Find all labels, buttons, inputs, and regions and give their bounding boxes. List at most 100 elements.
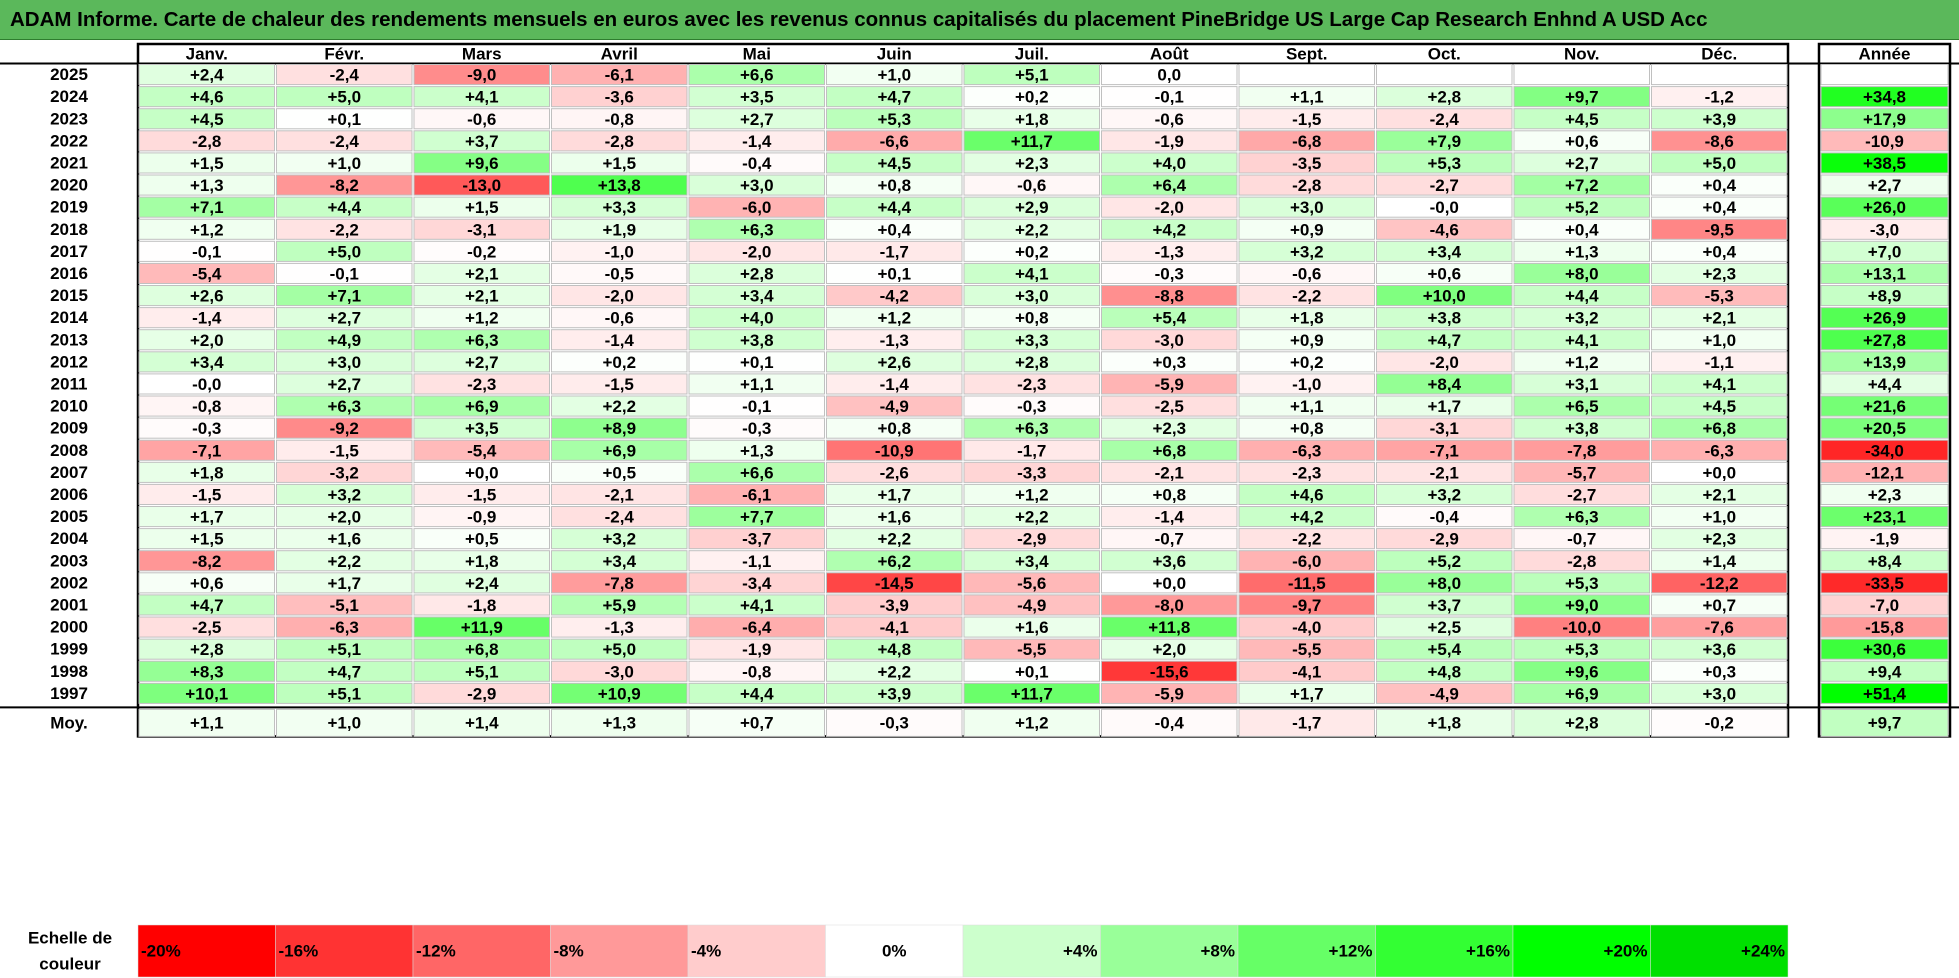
cell-value: -0,3 bbox=[1155, 264, 1184, 283]
scale-stop-label: -16% bbox=[279, 942, 319, 961]
cell-value: -6,3 bbox=[330, 618, 359, 637]
heatmap-cell bbox=[688, 240, 825, 262]
annual-value: +23,1 bbox=[1863, 508, 1906, 527]
heatmap-cell bbox=[1513, 329, 1650, 351]
cell-value: +0,0 bbox=[1152, 574, 1186, 593]
heatmap-cell bbox=[688, 483, 825, 505]
year-label: 2010 bbox=[50, 397, 88, 416]
cell-value: -6,6 bbox=[880, 132, 909, 151]
heatmap-cell bbox=[276, 196, 413, 218]
heatmap-cell bbox=[963, 285, 1100, 307]
heatmap-cell bbox=[551, 373, 688, 395]
scale-swatch bbox=[1650, 924, 1789, 978]
cell-value: +0,0 bbox=[465, 463, 499, 482]
heatmap-cell bbox=[688, 329, 825, 351]
cell-value: +2,7 bbox=[1565, 154, 1599, 173]
scale-label-line: couleur bbox=[39, 955, 101, 974]
annual-value: -33,5 bbox=[1865, 574, 1904, 593]
heatmap-cell bbox=[1101, 351, 1238, 373]
scale-swatch bbox=[687, 924, 826, 978]
cell-value: +3,6 bbox=[1702, 640, 1736, 659]
heatmap-cell bbox=[138, 152, 275, 174]
cell-value: -14,5 bbox=[875, 574, 914, 593]
heatmap-cell bbox=[413, 638, 550, 660]
heatmap-cell bbox=[826, 152, 963, 174]
cell-value: +0,4 bbox=[877, 220, 911, 239]
heatmap-cell bbox=[1651, 483, 1788, 505]
heatmap-cell bbox=[1513, 638, 1650, 660]
heatmap-cell bbox=[963, 417, 1100, 439]
average-value: -0,3 bbox=[880, 713, 909, 732]
heatmap-cell bbox=[688, 638, 825, 660]
cell-value: -4,9 bbox=[880, 397, 909, 416]
heatmap-cell bbox=[826, 483, 963, 505]
cell-value: -4,0 bbox=[1292, 618, 1321, 637]
heatmap-cell bbox=[1651, 572, 1788, 594]
heatmap-cell bbox=[1513, 373, 1650, 395]
cell-value: +2,6 bbox=[877, 353, 911, 372]
year-label: 2011 bbox=[51, 374, 88, 393]
cell-value: +1,5 bbox=[465, 198, 499, 217]
heatmap-cell bbox=[1101, 550, 1238, 572]
heatmap-cell bbox=[276, 174, 413, 196]
scale-stop-label: +20% bbox=[1604, 942, 1648, 961]
heatmap-cell bbox=[138, 351, 275, 373]
heatmap-cell bbox=[826, 174, 963, 196]
cell-value: +0,6 bbox=[190, 574, 224, 593]
annual-cell bbox=[1820, 218, 1949, 240]
annual-cell bbox=[1820, 240, 1949, 262]
cell-value: +6,4 bbox=[1152, 176, 1186, 195]
heatmap-cell bbox=[826, 329, 963, 351]
heatmap-cell bbox=[413, 483, 550, 505]
cell-value: -6,3 bbox=[1705, 441, 1734, 460]
cell-value: +1,7 bbox=[1427, 397, 1461, 416]
heatmap-cell bbox=[1376, 240, 1513, 262]
cell-value: +6,9 bbox=[465, 397, 499, 416]
heatmap-cell bbox=[413, 506, 550, 528]
heatmap-cell bbox=[688, 285, 825, 307]
cell-value: +4,5 bbox=[190, 110, 224, 129]
cell-value: -2,5 bbox=[192, 618, 221, 637]
heatmap-cell bbox=[276, 307, 413, 329]
cell-value: +1,0 bbox=[877, 66, 911, 85]
cell-value: +2,8 bbox=[1427, 88, 1461, 107]
heatmap-cell bbox=[138, 307, 275, 329]
cell-value: -2,4 bbox=[330, 132, 360, 151]
cell-value: -6,0 bbox=[1292, 552, 1321, 571]
month-header: Nov. bbox=[1564, 44, 1600, 63]
heatmap-cell bbox=[826, 240, 963, 262]
heatmap-cell bbox=[1238, 528, 1375, 550]
heatmap-cell bbox=[413, 594, 550, 616]
year-label: 2020 bbox=[50, 176, 88, 195]
cell-value: +5,0 bbox=[327, 242, 361, 261]
average-cell bbox=[1376, 708, 1513, 737]
cell-value: +6,3 bbox=[740, 220, 774, 239]
heatmap-cell bbox=[1101, 240, 1238, 262]
cell-value: +2,1 bbox=[1702, 309, 1736, 328]
cell-value: +8,0 bbox=[1565, 264, 1599, 283]
cell-value: -1,4 bbox=[192, 309, 222, 328]
cell-value: +4,7 bbox=[1427, 331, 1461, 350]
heatmap-cell bbox=[688, 572, 825, 594]
cell-value: +0,5 bbox=[465, 530, 499, 549]
average-value: -0,2 bbox=[1705, 713, 1734, 732]
heatmap-cell bbox=[138, 660, 275, 682]
cell-value: -2,8 bbox=[605, 132, 634, 151]
heatmap-cell bbox=[1238, 594, 1375, 616]
cell-value: -0,9 bbox=[467, 508, 496, 527]
cell-value: -1,5 bbox=[330, 441, 359, 460]
heatmap-cell bbox=[551, 638, 688, 660]
heatmap-cell bbox=[1651, 174, 1788, 196]
heatmap-cell bbox=[138, 262, 275, 284]
heatmap-cell bbox=[138, 218, 275, 240]
heatmap-cell bbox=[1513, 550, 1650, 572]
heatmap-cell bbox=[1238, 395, 1375, 417]
cell-value: +4,4 bbox=[327, 198, 361, 217]
annual-value: +21,6 bbox=[1863, 397, 1906, 416]
heatmap-cell bbox=[413, 461, 550, 483]
heatmap-cell bbox=[1101, 262, 1238, 284]
average-value: +1,0 bbox=[327, 713, 361, 732]
cell-value: +1,1 bbox=[740, 375, 774, 394]
heatmap-cell bbox=[276, 439, 413, 461]
cell-value: +2,8 bbox=[1015, 353, 1049, 372]
